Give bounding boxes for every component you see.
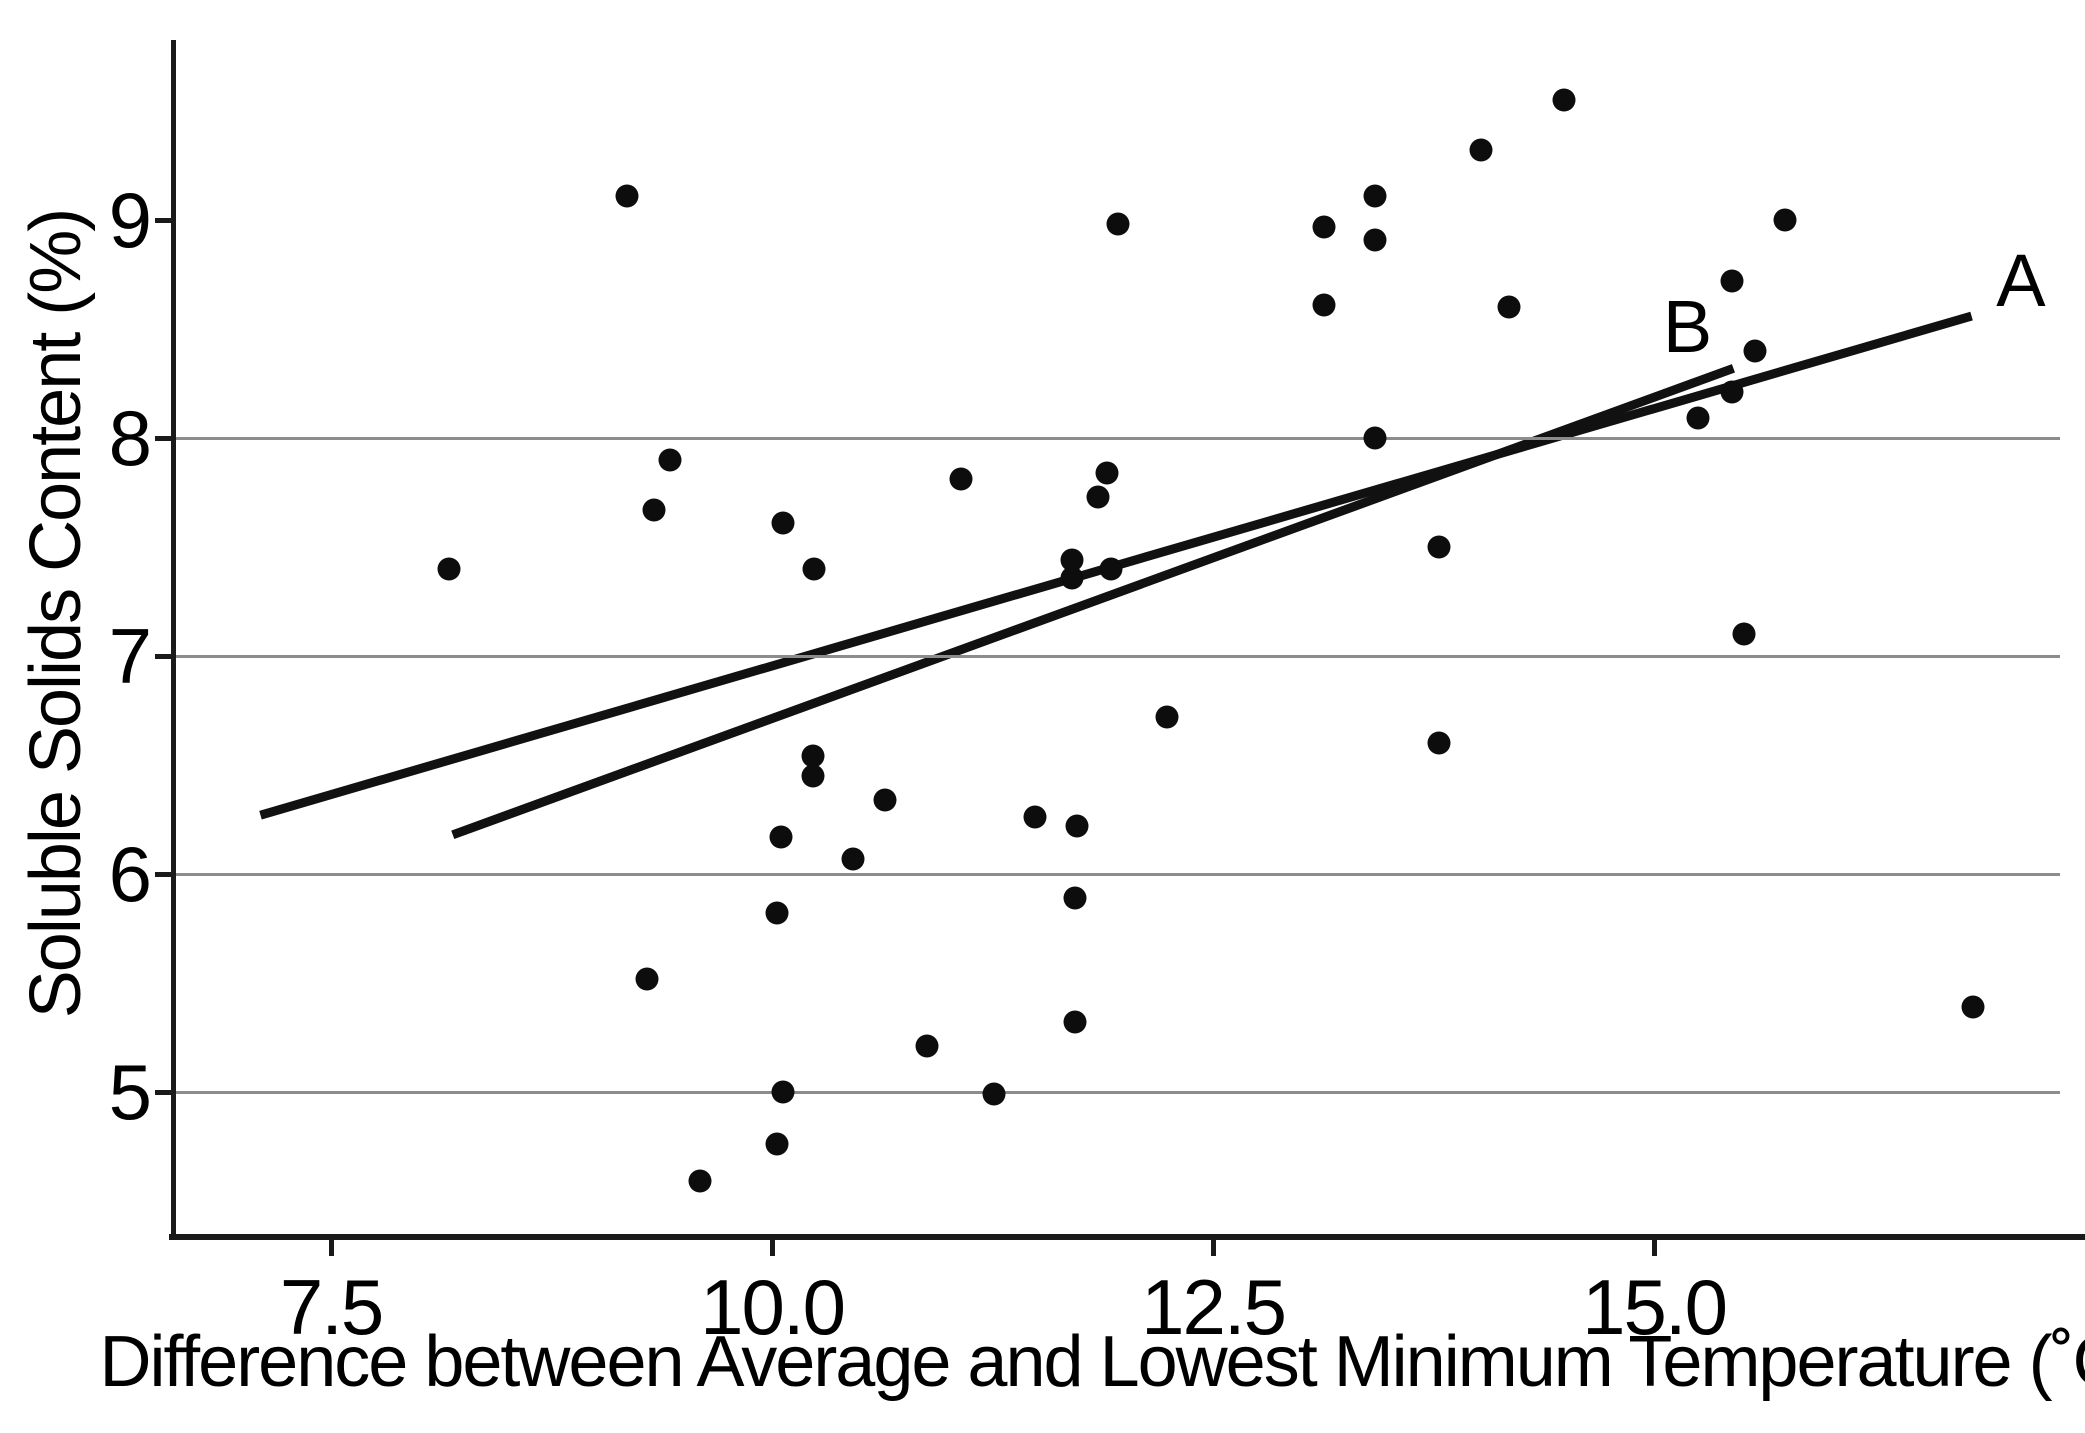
data-point — [1427, 731, 1451, 755]
gridline-y-8 — [176, 437, 2060, 441]
y-tick-label-5: 5 — [108, 1048, 152, 1137]
data-point — [1106, 212, 1130, 236]
data-point — [1720, 269, 1744, 293]
data-point — [769, 825, 793, 849]
data-point — [642, 498, 666, 522]
x-tick-label-15.0: 15.0 — [1582, 1263, 1728, 1351]
data-point — [1686, 406, 1710, 430]
data-point — [1363, 426, 1387, 450]
gridline-y-6 — [176, 873, 2060, 877]
x-tick-label-7.5: 7.5 — [279, 1263, 384, 1351]
data-point — [1312, 215, 1336, 239]
data-point — [1720, 380, 1744, 404]
y-tick-label-9: 9 — [108, 176, 152, 265]
data-point — [1312, 293, 1336, 317]
data-point — [801, 764, 825, 788]
x-axis-line — [169, 1234, 2085, 1240]
data-point — [1469, 138, 1493, 162]
gridline-y-5 — [176, 1091, 2060, 1095]
data-point — [765, 1132, 789, 1156]
data-point — [949, 467, 973, 491]
data-point — [1552, 88, 1576, 112]
data-point — [1063, 1010, 1087, 1034]
y-tick-8 — [155, 435, 172, 441]
x-tick-label-12.5: 12.5 — [1141, 1263, 1287, 1351]
data-point — [1743, 339, 1767, 363]
y-tick-label-7: 7 — [108, 612, 152, 701]
data-point — [771, 1080, 795, 1104]
data-point — [765, 901, 789, 925]
data-point — [1363, 228, 1387, 252]
x-tick-12.5 — [1210, 1240, 1216, 1256]
data-point — [1427, 535, 1451, 559]
data-point — [771, 511, 795, 535]
data-point — [1363, 184, 1387, 208]
gridline-y-7 — [176, 655, 2060, 659]
data-point — [1497, 295, 1521, 319]
data-point — [1060, 566, 1084, 590]
y-axis-line — [171, 40, 176, 1238]
y-tick-label-6: 6 — [108, 830, 152, 919]
data-point — [801, 744, 825, 768]
data-point — [437, 557, 461, 581]
data-point — [982, 1082, 1006, 1106]
regression-line-label-A: A — [1996, 239, 2046, 323]
x-axis-title: Difference between Average and Lowest Mi… — [99, 1322, 2085, 1402]
data-point — [658, 448, 682, 472]
data-point — [615, 184, 639, 208]
data-point — [1732, 622, 1756, 646]
data-point — [688, 1169, 712, 1193]
data-point — [1155, 705, 1179, 729]
data-point — [841, 847, 865, 871]
data-point — [1060, 548, 1084, 572]
data-point — [873, 788, 897, 812]
data-point — [1065, 814, 1089, 838]
regression-line-B — [451, 364, 1735, 840]
y-tick-7 — [155, 653, 172, 659]
data-point — [1961, 995, 1985, 1019]
data-point — [915, 1034, 939, 1058]
x-tick-15.0 — [1651, 1240, 1657, 1256]
data-point — [1095, 461, 1119, 485]
data-point — [635, 967, 659, 991]
data-point — [802, 557, 826, 581]
y-axis-title: Soluble Solids Content (%) — [16, 209, 96, 1019]
x-tick-label-10.0: 10.0 — [700, 1263, 846, 1351]
y-tick-5 — [155, 1089, 172, 1095]
y-tick-label-8: 8 — [108, 394, 152, 483]
x-tick-7.5 — [328, 1240, 334, 1256]
data-point — [1023, 805, 1047, 829]
y-tick-6 — [155, 871, 172, 877]
data-point — [1099, 557, 1123, 581]
y-tick-9 — [155, 217, 172, 223]
regression-line-label-B: B — [1662, 284, 1713, 368]
data-point — [1063, 886, 1087, 910]
data-point — [1773, 208, 1797, 232]
x-tick-10.0 — [769, 1240, 775, 1256]
data-point — [1086, 485, 1110, 509]
